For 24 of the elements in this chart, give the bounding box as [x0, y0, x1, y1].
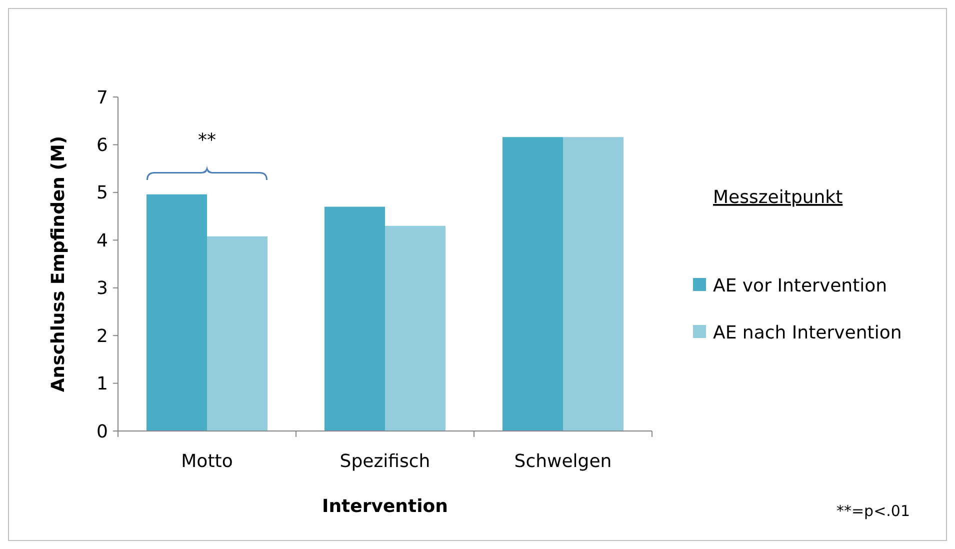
bar: [385, 226, 446, 431]
bar: [563, 137, 624, 431]
y-tick-label: 4: [96, 230, 108, 252]
annotation: **: [198, 130, 216, 151]
x-tick-label: Spezifisch: [340, 451, 430, 472]
y-tick-label: 5: [96, 182, 108, 204]
y-tick-label: 3: [96, 278, 108, 300]
y-tick-label: 1: [96, 374, 108, 395]
bar: [502, 137, 563, 431]
legend-label: AE vor Intervention: [713, 275, 888, 296]
x-axis-title: Intervention: [322, 496, 448, 517]
y-tick-label: 6: [96, 135, 108, 156]
text: **=p<.01: [836, 502, 910, 520]
legend-label: AE nach Intervention: [713, 322, 902, 344]
bar: [146, 194, 207, 431]
legend-title: Messzeitpunkt: [713, 187, 843, 208]
y-tick-label: 2: [96, 326, 108, 347]
bar: [207, 236, 268, 431]
y-tick-label: 0: [96, 421, 108, 442]
x-tick-label: Schwelgen: [514, 451, 612, 472]
y-axis-title: Anschluss Empfinden (M): [48, 136, 69, 392]
y-tick-label: 7: [96, 87, 108, 108]
x-tick-label: Motto: [181, 451, 233, 472]
bar: [324, 206, 385, 431]
